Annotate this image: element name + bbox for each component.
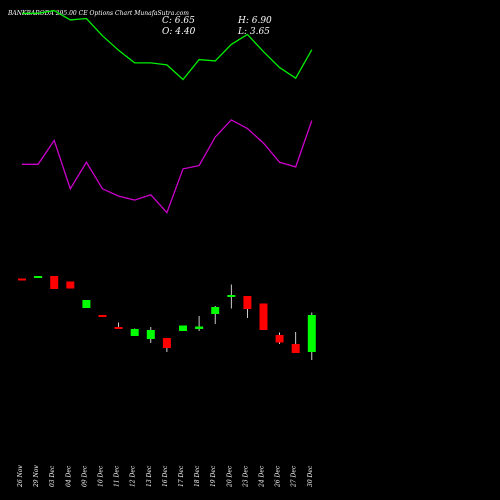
x-tick-label: 09 Dec — [81, 465, 88, 487]
x-tick-label: 26 Nov — [17, 465, 24, 488]
x-tick-label: 23 Dec — [242, 465, 249, 488]
x-tick-label: 13 Dec — [146, 465, 153, 487]
candle-body-09-dec — [82, 300, 91, 308]
x-tick-label: 16 Dec — [162, 465, 169, 487]
candle-body-16-dec — [162, 338, 171, 348]
candle-body-19-dec — [211, 307, 220, 314]
candle-body-12-dec — [130, 329, 139, 336]
x-tick-label: 10 Dec — [98, 465, 105, 487]
candle-body-17-dec — [179, 325, 187, 331]
lower-indicator-line — [22, 119, 313, 214]
chart-title: BANKBARODA 295.00 CE Options Chart Munaf… — [8, 10, 189, 17]
x-tick-label: 12 Dec — [130, 465, 137, 487]
candle-body-20-dec — [227, 295, 236, 297]
candle-body-10-dec — [98, 315, 107, 317]
candle-body-29-nov — [34, 276, 43, 278]
x-tick-label: 11 Dec — [114, 465, 121, 487]
candle-body-30-dec — [307, 315, 316, 352]
x-tick-label: 30 Dec — [307, 465, 314, 487]
candle-body-26-dec — [275, 335, 284, 343]
x-tick-label: 04 Dec — [65, 465, 72, 487]
candle-body-04-dec — [66, 281, 75, 289]
candle-body-18-dec — [195, 326, 204, 329]
x-tick-label: 24 Dec — [259, 465, 266, 488]
candle-body-26-nov — [18, 278, 26, 281]
close-value: C: 6.65 — [162, 16, 195, 26]
x-tick-label: 17 Dec — [178, 465, 185, 487]
open-value: O: 4.40 — [162, 27, 196, 37]
upper-indicator-line — [22, 9, 313, 81]
x-tick-label: 20 Dec — [226, 465, 233, 488]
candle-body-13-dec — [146, 330, 155, 339]
x-tick-label: 19 Dec — [210, 465, 217, 487]
x-tick-label: 03 Dec — [49, 465, 56, 487]
x-tick-label: 26 Dec — [275, 465, 282, 488]
x-tick-label: 18 Dec — [194, 465, 201, 487]
candle-body-11-dec — [114, 327, 123, 329]
x-tick-label: 27 Dec — [291, 465, 298, 488]
candle-body-23-dec — [243, 296, 252, 309]
candle-body-27-dec — [291, 344, 300, 353]
x-tick-label: 29 Nov — [33, 465, 40, 488]
high-value: H: 6.90 — [238, 16, 272, 26]
candle-body-03-dec — [50, 276, 59, 289]
candle-body-24-dec — [259, 303, 268, 330]
low-value: L: 3.65 — [238, 27, 270, 37]
